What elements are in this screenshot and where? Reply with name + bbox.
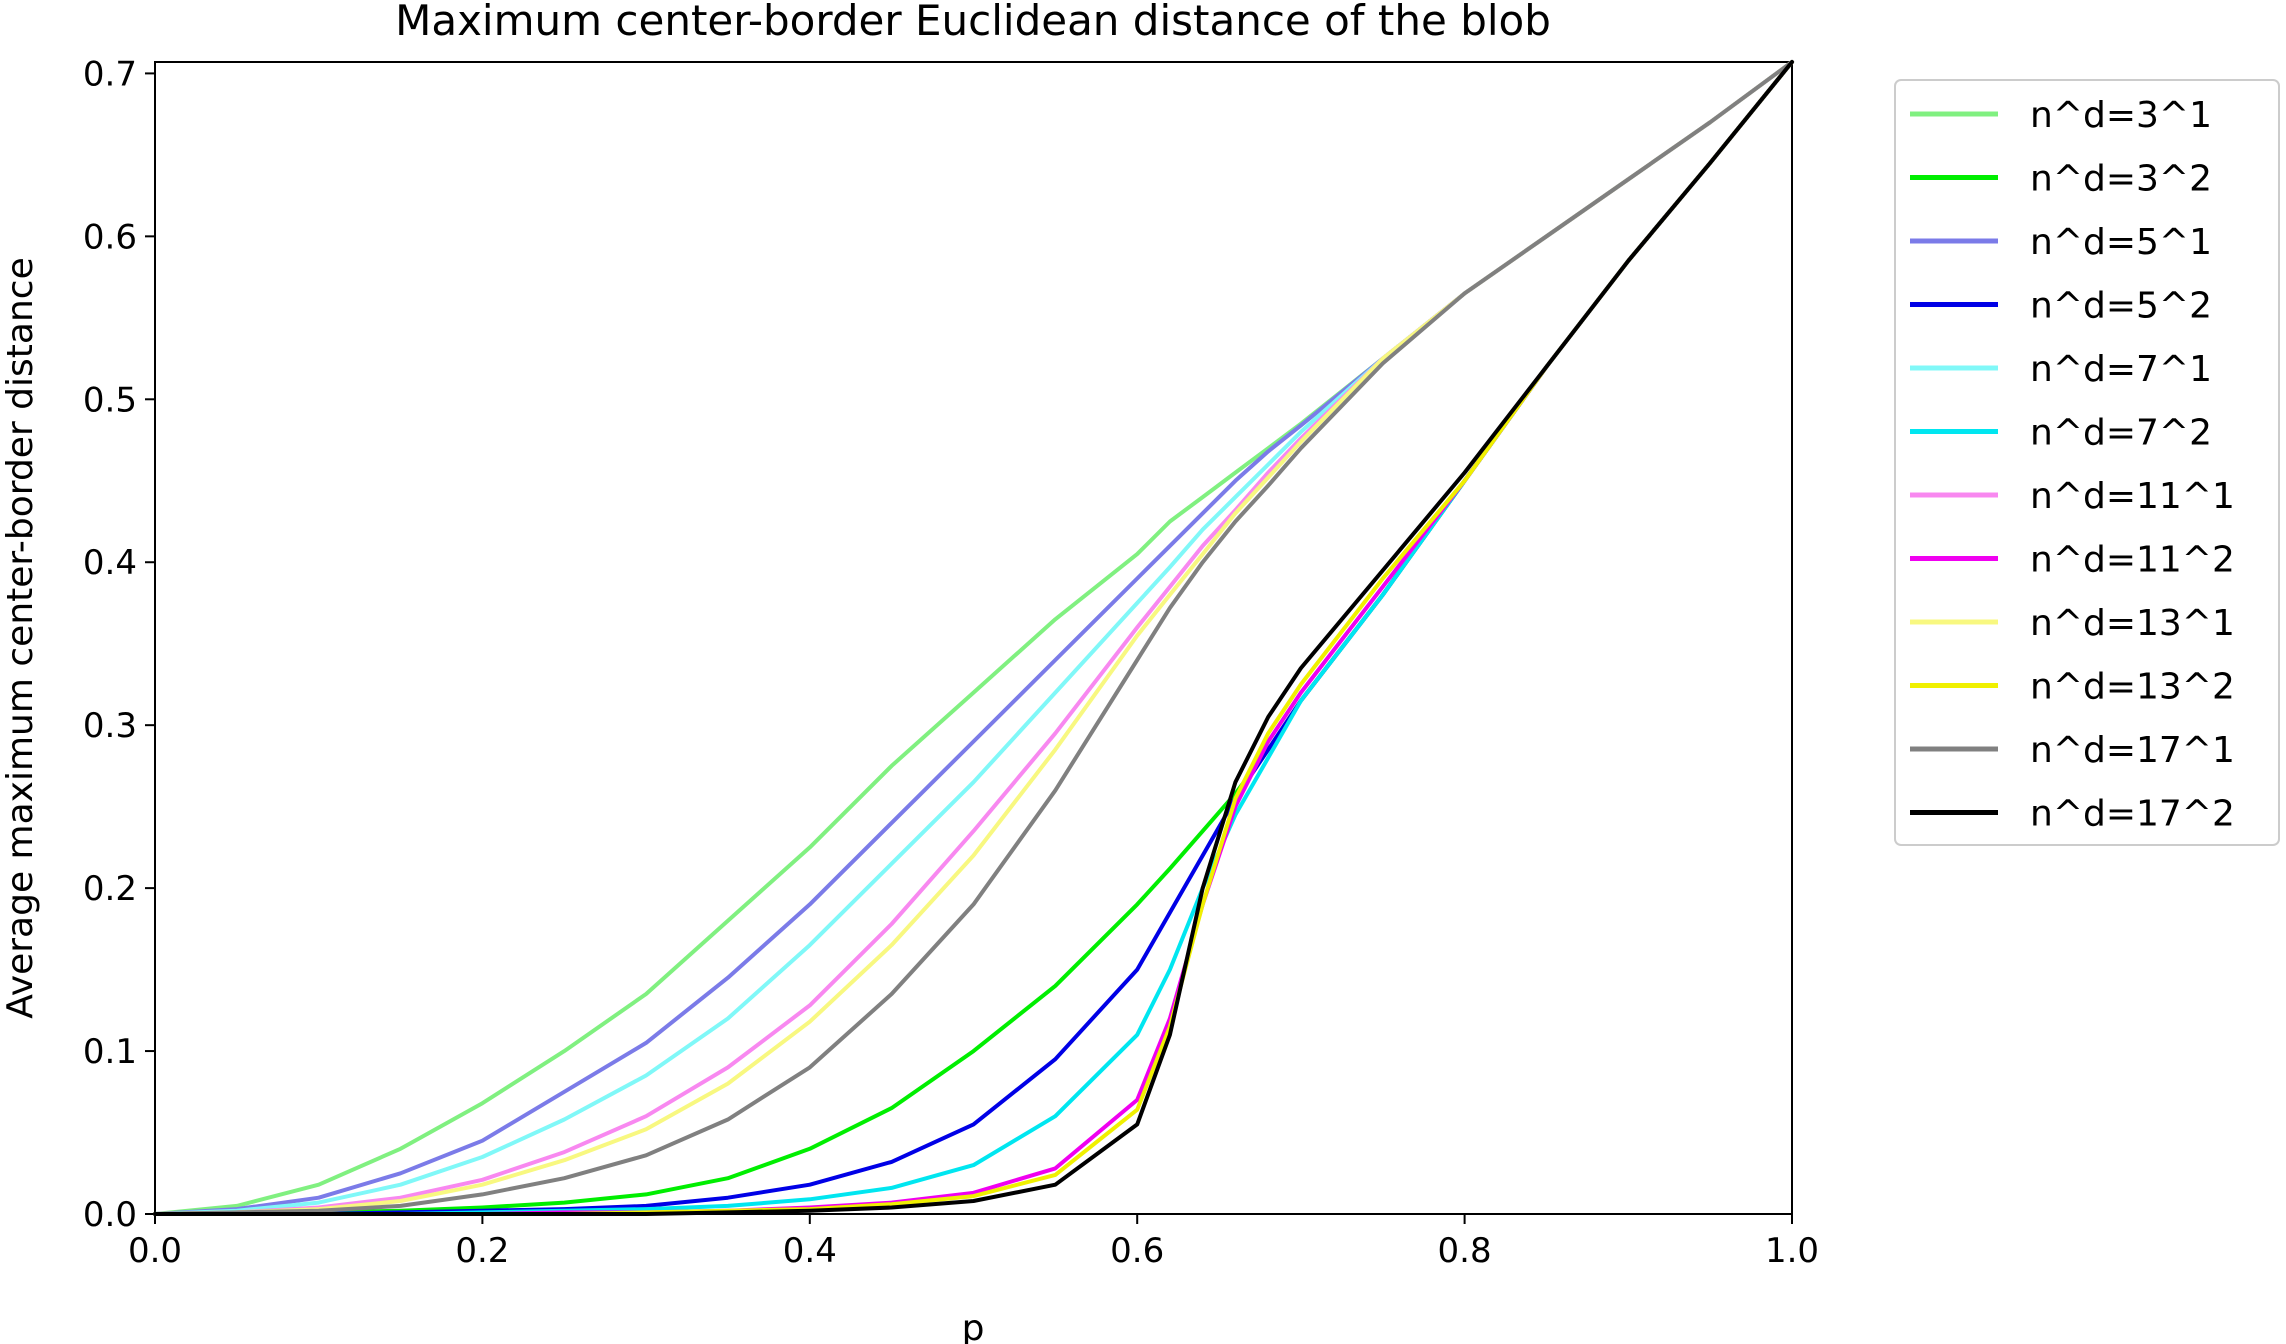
series-line-11 <box>153 60 1794 1216</box>
legend-label-12: n^d=17^2 <box>2030 794 2235 835</box>
x-tick-label: 1.0 <box>1765 1231 1819 1271</box>
legend: n^d=3^1 n^d=3^2 n^d=5^1 n^d=5^2 n^d=7^1 n^d=7… <box>1894 79 2280 846</box>
x-axis: 0.0 0.2 0.4 0.6 0.8 1.0 <box>128 1214 1819 1271</box>
y-tick-label: 0.1 <box>83 1032 137 1072</box>
y-tick-label: 0.4 <box>83 543 137 583</box>
plot-area: 0.0 0.2 0.4 0.6 0.8 1.0 0.0 0.1 0.2 0.3 0.4 0.5 0.6… <box>83 54 1819 1271</box>
plot-frame <box>154 61 1793 1215</box>
legend-label-8: n^d=11^2 <box>2030 540 2235 581</box>
x-tick-label: 0.4 <box>783 1231 837 1271</box>
x-tick-label: 0.0 <box>128 1231 182 1271</box>
legend-label-9: n^d=13^1 <box>2030 603 2235 644</box>
legend-label-5: n^d=7^1 <box>2030 349 2212 390</box>
legend-label-1: n^d=3^1 <box>2030 95 2212 136</box>
legend-label-11: n^d=17^1 <box>2030 730 2235 771</box>
x-axis-label: p <box>962 1308 985 1344</box>
y-axis-label: Average maximum center-border distance <box>0 257 41 1018</box>
series-line-12 <box>153 60 1794 1216</box>
y-tick-label: 0.6 <box>83 217 137 257</box>
legend-label-4: n^d=5^2 <box>2030 286 2212 327</box>
legend-label-2: n^d=3^2 <box>2030 159 2212 200</box>
chart-title: Maximum center-border Euclidean distance… <box>395 0 1551 45</box>
legend-frame <box>1894 79 2280 846</box>
legend-label-10: n^d=13^2 <box>2030 667 2235 708</box>
y-tick-label: 0.3 <box>83 706 137 746</box>
x-tick-label: 0.6 <box>1110 1231 1164 1271</box>
y-tick-label: 0.7 <box>83 54 137 94</box>
series-lines <box>153 60 1794 1216</box>
legend-label-3: n^d=5^1 <box>2030 222 2212 263</box>
x-tick-label: 0.2 <box>455 1231 509 1271</box>
legend-label-7: n^d=11^1 <box>2030 476 2235 517</box>
y-tick-label: 0.0 <box>83 1195 137 1235</box>
y-tick-label: 0.5 <box>83 380 137 420</box>
y-tick-label: 0.2 <box>83 869 137 909</box>
legend-label-6: n^d=7^2 <box>2030 413 2212 454</box>
x-tick-label: 0.8 <box>1438 1231 1492 1271</box>
y-axis: 0.0 0.1 0.2 0.3 0.4 0.5 0.6 0.7 <box>83 54 155 1235</box>
